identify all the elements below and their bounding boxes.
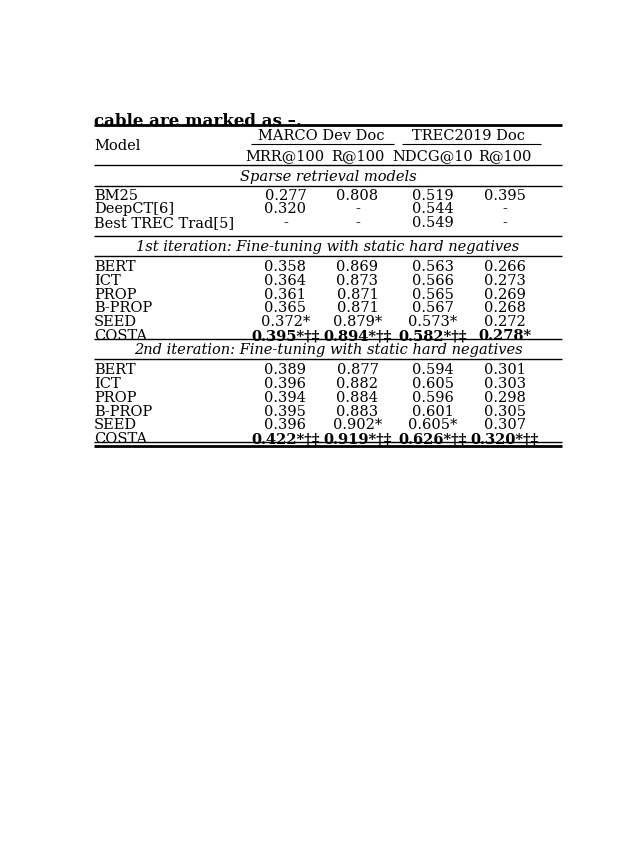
Text: COSTA: COSTA bbox=[94, 329, 147, 343]
Text: 0.395: 0.395 bbox=[484, 189, 525, 203]
Text: BM25: BM25 bbox=[94, 189, 138, 203]
Text: Sparse retrieval models: Sparse retrieval models bbox=[240, 170, 416, 184]
Text: 0.395*†‡: 0.395*†‡ bbox=[251, 329, 319, 343]
Text: 0.871: 0.871 bbox=[337, 301, 378, 315]
Text: -: - bbox=[283, 216, 288, 230]
Text: 0.394: 0.394 bbox=[264, 391, 307, 405]
Text: 0.894*†‡: 0.894*†‡ bbox=[323, 329, 392, 343]
Text: 0.582*†‡: 0.582*†‡ bbox=[398, 329, 467, 343]
Text: 0.277: 0.277 bbox=[264, 189, 307, 203]
Text: ICT: ICT bbox=[94, 377, 121, 391]
Text: 0.361: 0.361 bbox=[264, 287, 307, 301]
Text: 0.596: 0.596 bbox=[412, 391, 454, 405]
Text: MARCO Dev Doc: MARCO Dev Doc bbox=[258, 129, 385, 143]
Text: 0.565: 0.565 bbox=[412, 287, 454, 301]
Text: 0.395: 0.395 bbox=[264, 405, 307, 419]
Text: 0.919*†‡: 0.919*†‡ bbox=[323, 432, 392, 446]
Text: Best TREC Trad[5]: Best TREC Trad[5] bbox=[94, 216, 234, 230]
Text: 0.365: 0.365 bbox=[264, 301, 307, 315]
Text: 0.301: 0.301 bbox=[484, 363, 525, 377]
Text: 0.902*: 0.902* bbox=[333, 419, 382, 432]
Text: 0.519: 0.519 bbox=[412, 189, 453, 203]
Text: R@100: R@100 bbox=[331, 149, 384, 163]
Text: 0.566: 0.566 bbox=[412, 274, 454, 287]
Text: B-PROP: B-PROP bbox=[94, 301, 152, 315]
Text: 0.549: 0.549 bbox=[412, 216, 454, 230]
Text: 0.871: 0.871 bbox=[337, 287, 378, 301]
Text: TREC2019 Doc: TREC2019 Doc bbox=[412, 129, 525, 143]
Text: 0.396: 0.396 bbox=[264, 419, 307, 432]
Text: 0.544: 0.544 bbox=[412, 203, 454, 217]
Text: 0.273: 0.273 bbox=[484, 274, 525, 287]
Text: 0.877: 0.877 bbox=[337, 363, 378, 377]
Text: cable are marked as –.: cable are marked as –. bbox=[94, 113, 301, 129]
Text: -: - bbox=[502, 216, 507, 230]
Text: 0.869: 0.869 bbox=[337, 260, 378, 274]
Text: B-PROP: B-PROP bbox=[94, 405, 152, 419]
Text: 0.358: 0.358 bbox=[264, 260, 307, 274]
Text: 0.303: 0.303 bbox=[484, 377, 526, 391]
Text: 0.364: 0.364 bbox=[264, 274, 307, 287]
Text: 0.601: 0.601 bbox=[412, 405, 454, 419]
Text: PROP: PROP bbox=[94, 391, 136, 405]
Text: NDCG@10: NDCG@10 bbox=[392, 149, 473, 163]
Text: 0.808: 0.808 bbox=[337, 189, 378, 203]
Text: 0.266: 0.266 bbox=[484, 260, 525, 274]
Text: 0.272: 0.272 bbox=[484, 315, 525, 330]
Text: 0.396: 0.396 bbox=[264, 377, 307, 391]
Text: COSTA: COSTA bbox=[94, 432, 147, 446]
Text: -: - bbox=[355, 203, 360, 217]
Text: 1st iteration: Fine-tuning with static hard negatives: 1st iteration: Fine-tuning with static h… bbox=[136, 240, 520, 254]
Text: Model: Model bbox=[94, 139, 140, 153]
Text: -: - bbox=[502, 203, 507, 217]
Text: R@100: R@100 bbox=[478, 149, 531, 163]
Text: 0.320: 0.320 bbox=[264, 203, 307, 217]
Text: 0.883: 0.883 bbox=[337, 405, 378, 419]
Text: 0.879*: 0.879* bbox=[333, 315, 382, 330]
Text: SEED: SEED bbox=[94, 315, 137, 330]
Text: 0.605: 0.605 bbox=[412, 377, 454, 391]
Text: 0.626*†‡: 0.626*†‡ bbox=[399, 432, 467, 446]
Text: 0.567: 0.567 bbox=[412, 301, 454, 315]
Text: BERT: BERT bbox=[94, 363, 136, 377]
Text: 0.307: 0.307 bbox=[484, 419, 525, 432]
Text: 0.278*: 0.278* bbox=[478, 329, 531, 343]
Text: 0.422*†‡: 0.422*†‡ bbox=[251, 432, 319, 446]
Text: 0.605*: 0.605* bbox=[408, 419, 458, 432]
Text: 0.298: 0.298 bbox=[484, 391, 525, 405]
Text: ICT: ICT bbox=[94, 274, 121, 287]
Text: SEED: SEED bbox=[94, 419, 137, 432]
Text: 0.305: 0.305 bbox=[484, 405, 525, 419]
Text: 0.563: 0.563 bbox=[412, 260, 454, 274]
Text: 0.884: 0.884 bbox=[337, 391, 378, 405]
Text: 0.873: 0.873 bbox=[337, 274, 378, 287]
Text: PROP: PROP bbox=[94, 287, 136, 301]
Text: 0.594: 0.594 bbox=[412, 363, 454, 377]
Text: 0.372*: 0.372* bbox=[260, 315, 310, 330]
Text: DeepCT[6]: DeepCT[6] bbox=[94, 203, 174, 217]
Text: 0.389: 0.389 bbox=[264, 363, 307, 377]
Text: BERT: BERT bbox=[94, 260, 136, 274]
Text: 0.320*†‡: 0.320*†‡ bbox=[470, 432, 539, 446]
Text: MRR@100: MRR@100 bbox=[246, 149, 325, 163]
Text: 0.269: 0.269 bbox=[484, 287, 525, 301]
Text: -: - bbox=[355, 216, 360, 230]
Text: 0.268: 0.268 bbox=[484, 301, 525, 315]
Text: 2nd iteration: Fine-tuning with static hard negatives: 2nd iteration: Fine-tuning with static h… bbox=[134, 343, 522, 357]
Text: 0.882: 0.882 bbox=[337, 377, 378, 391]
Text: 0.573*: 0.573* bbox=[408, 315, 457, 330]
